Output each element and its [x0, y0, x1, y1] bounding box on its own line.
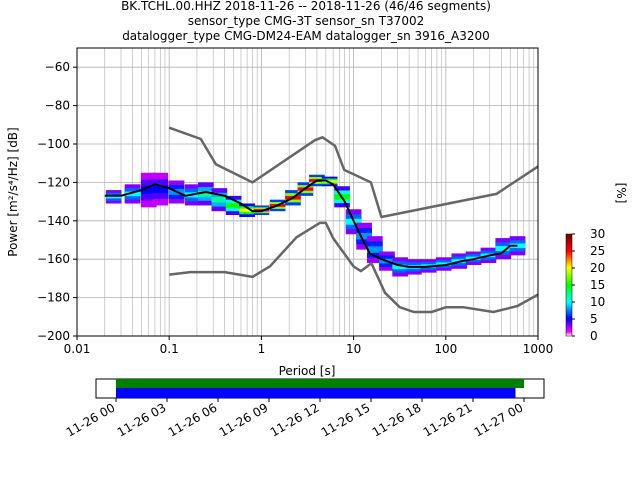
y-axis-label: Power [m²/s⁴/Hz] [dB]: [6, 127, 20, 256]
y-tick-label: −60: [45, 60, 70, 74]
x-axis-ticks: 0.01 0.1 1 10 100 1000: [64, 336, 554, 356]
density-cell: [140, 185, 157, 195]
y-axis-ticks: −60 −80 −100 −120 −140 −160 −180 −200: [37, 60, 77, 343]
coverage-bar-green: [116, 379, 524, 388]
colorbar-tick-label: 25: [590, 244, 605, 258]
figure-title: BK.TCHL.00.HHZ 2018-11-26 -- 2018-11-26 …: [121, 0, 491, 43]
y-tick-label: −120: [37, 175, 70, 189]
coverage-tick-label: 11-26 06: [166, 400, 220, 439]
colorbar-tick-label: 15: [590, 278, 605, 292]
x-tick-label: 0.01: [64, 342, 91, 356]
density-cell: [509, 243, 526, 249]
density-cell: [152, 185, 169, 194]
colorbar-ticks: 0 5 10 15 20 25 30: [572, 227, 605, 343]
x-tick-label: 100: [434, 342, 457, 356]
title-line-1: BK.TCHL.00.HHZ 2018-11-26 -- 2018-11-26 …: [121, 0, 491, 13]
coverage-tick-label: 11-26 18: [370, 400, 424, 439]
density-cell: [392, 264, 409, 270]
coverage-tick-label: 11-26 00: [64, 400, 118, 439]
y-tick-label: −180: [37, 291, 70, 305]
density-cell: [367, 246, 383, 253]
density-cell: [239, 208, 255, 212]
coverage-bar-blue: [116, 388, 516, 398]
y-tick-label: −160: [37, 252, 70, 266]
x-tick-label: 1000: [523, 342, 554, 356]
psd-plot: 0.01 0.1 1 10 100 1000 −60 −80 −100 −120 −140 −160…: [6, 47, 554, 378]
colorbar-tick-label: 20: [590, 261, 605, 275]
x-tick-label: 10: [346, 342, 361, 356]
coverage-tick-label: 11-26 03: [115, 400, 169, 439]
y-tick-label: −100: [37, 137, 70, 151]
x-axis-label: Period [s]: [279, 364, 336, 378]
coverage-tick-label: 11-26 21: [421, 400, 475, 439]
coverage-tick-label: 11-26 12: [268, 400, 322, 439]
colorbar-tick-label: 10: [590, 295, 605, 309]
density-cell: [435, 262, 452, 266]
x-tick-label: 1: [258, 342, 266, 356]
high-noise-model-line: [168, 126, 538, 219]
density-cell: [198, 191, 214, 197]
mode-line: [104, 179, 518, 268]
density-cell: [495, 246, 512, 252]
density-cell: [356, 232, 372, 240]
coverage-tick-label: 11-26 09: [217, 400, 271, 439]
coverage-tick-label: 11-27 00: [472, 400, 526, 439]
y-tick-label: −200: [37, 329, 70, 343]
colorbar-gradient: [565, 233, 573, 337]
title-line-2: sensor_type CMG-3T sensor_sn T37002: [188, 14, 424, 28]
plot-frame: [76, 47, 539, 337]
plot-lines: [104, 126, 538, 314]
y-tick-label: −80: [45, 99, 70, 113]
x-tick-label: 0.1: [160, 342, 179, 356]
colorbar-tick-label: 5: [590, 312, 598, 326]
density-cell: [211, 196, 228, 203]
colorbar-label: [%]: [614, 183, 628, 204]
density-cell: [225, 203, 242, 208]
title-line-3: datalogger_type CMG-DM24-EAM datalogger_…: [122, 29, 490, 43]
colorbar-tick-label: 0: [590, 329, 598, 343]
colorbar-tick-label: 30: [590, 227, 605, 241]
y-tick-label: −140: [37, 214, 70, 228]
colorbar: 0 5 10 15 20 25 30 [%]: [565, 183, 628, 343]
low-noise-model-line: [169, 221, 538, 314]
coverage-tick-label: 11-26 15: [319, 400, 373, 439]
density-cell: [124, 191, 141, 197]
